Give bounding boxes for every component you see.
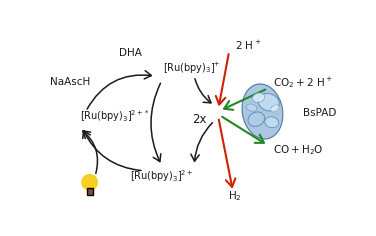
Text: BsPAD: BsPAD bbox=[303, 108, 336, 118]
Text: 2x: 2x bbox=[192, 113, 206, 126]
Circle shape bbox=[82, 175, 97, 190]
FancyBboxPatch shape bbox=[86, 189, 93, 195]
Ellipse shape bbox=[248, 112, 265, 126]
Text: $\mathregular{2\ H^+}$: $\mathregular{2\ H^+}$ bbox=[235, 39, 262, 52]
Text: $\mathregular{[Ru(bpy)_3]^{2+}}$: $\mathregular{[Ru(bpy)_3]^{2+}}$ bbox=[130, 168, 193, 184]
Text: NaAscH: NaAscH bbox=[50, 77, 90, 87]
Text: $\mathregular{CO_2 + 2\ H^+}$: $\mathregular{CO_2 + 2\ H^+}$ bbox=[273, 75, 333, 90]
Ellipse shape bbox=[265, 117, 279, 128]
Text: $\mathregular{[Ru(bpy)_3]^{+}}$: $\mathregular{[Ru(bpy)_3]^{+}}$ bbox=[163, 61, 221, 76]
Ellipse shape bbox=[271, 105, 279, 112]
Text: $\mathregular{H_2}$: $\mathregular{H_2}$ bbox=[229, 189, 242, 203]
Text: $\mathregular{[Ru(bpy)_3]^{2+*}}$: $\mathregular{[Ru(bpy)_3]^{2+*}}$ bbox=[80, 108, 150, 124]
Text: DHA: DHA bbox=[119, 48, 142, 58]
Ellipse shape bbox=[246, 104, 257, 111]
Ellipse shape bbox=[242, 84, 283, 139]
Ellipse shape bbox=[258, 93, 279, 111]
Text: $\mathregular{CO + H_2O}$: $\mathregular{CO + H_2O}$ bbox=[273, 143, 324, 157]
Ellipse shape bbox=[252, 93, 265, 102]
